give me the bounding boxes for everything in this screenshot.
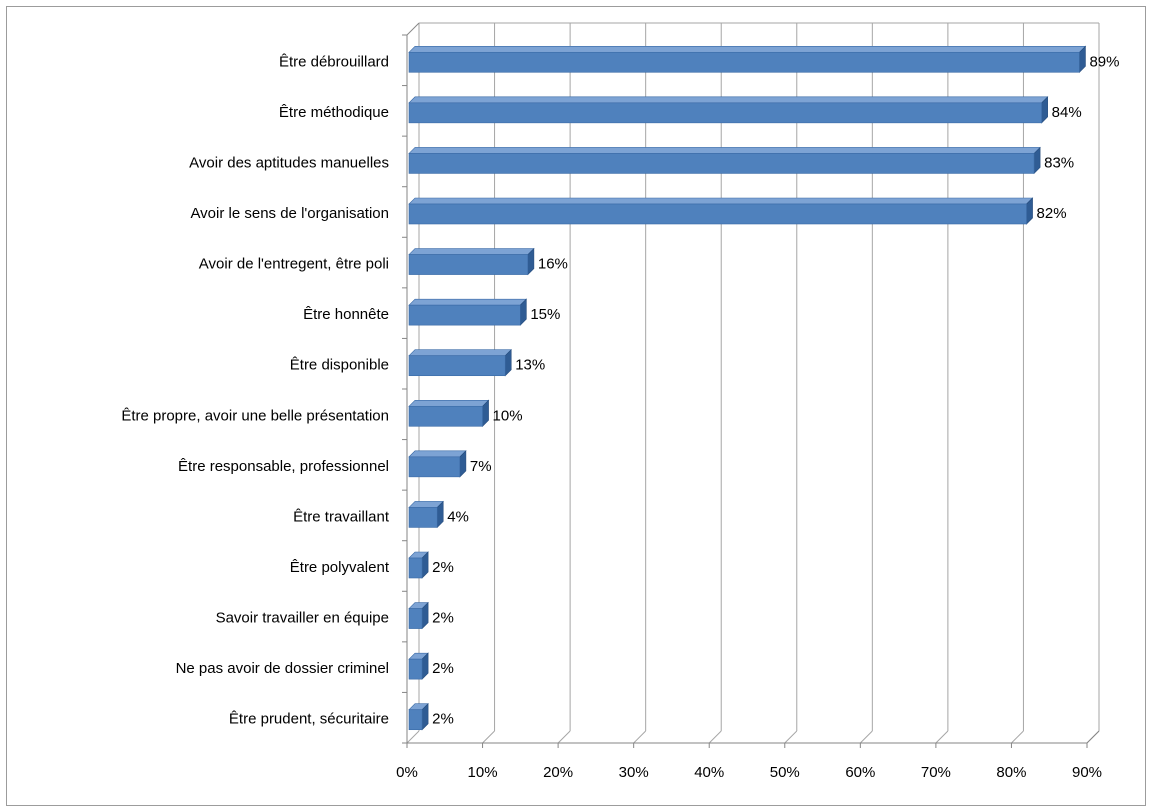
data-label: 4% bbox=[447, 508, 469, 525]
bar-etre-travaillant bbox=[408, 500, 444, 529]
floor-gridline bbox=[482, 730, 495, 744]
bar-etre-methodique bbox=[408, 96, 1049, 124]
category-label: Être responsable, professionnel bbox=[178, 458, 389, 475]
category-label: Être méthodique bbox=[279, 104, 389, 121]
bar-avoir-le-sens-de-l-organisation bbox=[408, 197, 1034, 225]
bar-chart: 0% 10% 20% 30% 40% 50% 60% 70% 80% 90% Être débro… bbox=[121, 22, 1119, 781]
floor-gridline bbox=[935, 730, 949, 744]
data-label: 10% bbox=[493, 407, 523, 424]
bar-front-face bbox=[408, 456, 461, 478]
bar-top-face bbox=[408, 197, 1034, 205]
bar-front-face bbox=[408, 102, 1042, 124]
x-tick-label: 90% bbox=[1072, 764, 1102, 781]
x-axis-depth bbox=[1086, 730, 1100, 744]
category-label: Être polyvalent bbox=[290, 559, 390, 576]
bar-ne-pas-avoir-de-dossier-criminel bbox=[408, 652, 429, 680]
bar-front-face bbox=[408, 507, 438, 528]
category-label: Être propre, avoir une belle présentatio… bbox=[121, 407, 389, 424]
x-tick-label: 0% bbox=[396, 764, 418, 781]
x-tick-label: 30% bbox=[619, 764, 649, 781]
bar-avoir-de-l-entregent-etre-poli bbox=[408, 247, 535, 276]
bar-front-face bbox=[408, 658, 423, 680]
data-label: 2% bbox=[432, 711, 454, 728]
data-label: 84% bbox=[1052, 104, 1082, 121]
data-label: 16% bbox=[538, 256, 568, 273]
x-tick-label: 10% bbox=[468, 764, 498, 781]
bar-top-face bbox=[408, 45, 1087, 53]
gridlines bbox=[406, 22, 1100, 744]
floor-gridline bbox=[1011, 730, 1024, 744]
bar-etre-polyvalent bbox=[408, 551, 429, 579]
bar-front-face bbox=[408, 608, 423, 629]
data-label: 7% bbox=[470, 458, 492, 475]
bar-front-face bbox=[408, 51, 1080, 73]
category-label: Être honnête bbox=[303, 306, 389, 323]
bar-top-face bbox=[408, 96, 1049, 104]
bar-top-face bbox=[408, 147, 1041, 154]
data-labels: 89% 84% 83% 82% 16% 15% 13% 10% 7% 4% 2% 2% 2% 2% bbox=[432, 53, 1119, 727]
x-tick-label: 50% bbox=[770, 764, 800, 781]
bar-front-face bbox=[408, 709, 423, 731]
x-tick-labels: 0% 10% 20% 30% 40% 50% 60% 70% 80% 90% bbox=[396, 764, 1102, 781]
bar-front-face bbox=[408, 304, 521, 326]
data-label: 2% bbox=[432, 660, 454, 677]
data-label: 2% bbox=[432, 559, 454, 576]
bar-etre-prudent-securitaire bbox=[408, 702, 429, 731]
floor-gridline bbox=[784, 730, 798, 744]
x-tick-label: 20% bbox=[543, 764, 573, 781]
bar-etre-honnete bbox=[408, 298, 528, 326]
x-tick-label: 60% bbox=[845, 764, 875, 781]
bar-front-face bbox=[408, 405, 483, 427]
floor-gridline bbox=[859, 730, 873, 744]
bar-front-face bbox=[408, 355, 506, 377]
category-label: Avoir de l'entregent, être poli bbox=[199, 256, 389, 273]
category-label: Être disponible bbox=[290, 357, 389, 374]
bar-top-face bbox=[408, 399, 490, 407]
category-label: Être prudent, sécuritaire bbox=[229, 711, 389, 728]
y-axis-depth bbox=[406, 22, 420, 36]
bar-savoir-travailler-en-equipe bbox=[408, 601, 429, 630]
category-label: Avoir des aptitudes manuelles bbox=[189, 154, 389, 171]
category-label: Être travaillant bbox=[293, 508, 390, 525]
x-tick-label: 70% bbox=[921, 764, 951, 781]
data-label: 13% bbox=[515, 357, 545, 374]
floor-gridline bbox=[633, 730, 647, 744]
bars bbox=[408, 45, 1087, 731]
x-tick-label: 40% bbox=[694, 764, 724, 781]
bar-top-face bbox=[408, 450, 467, 458]
chart-frame: 0% 10% 20% 30% 40% 50% 60% 70% 80% 90% Être débro… bbox=[6, 6, 1146, 806]
bar-etre-propre-avoir-une-belle-presentation bbox=[408, 399, 490, 428]
bar-front-face bbox=[408, 254, 529, 275]
category-label: Avoir le sens de l'organisation bbox=[190, 205, 389, 222]
category-label: Ne pas avoir de dossier criminel bbox=[176, 660, 389, 677]
x-tick-label: 80% bbox=[996, 764, 1026, 781]
bar-top-face bbox=[408, 248, 535, 255]
bar-front-face bbox=[408, 557, 423, 579]
data-label: 89% bbox=[1089, 53, 1119, 70]
floor-gridline bbox=[406, 730, 420, 744]
data-label: 2% bbox=[432, 610, 454, 627]
bar-etre-disponible bbox=[408, 348, 512, 377]
floor-gridline bbox=[708, 730, 722, 744]
axes bbox=[402, 22, 1100, 748]
floor-gridline bbox=[557, 730, 571, 744]
category-labels: Être débrouillard Être méthodique Avoir de… bbox=[121, 53, 390, 727]
bar-front-face bbox=[408, 153, 1035, 174]
bar-top-face bbox=[408, 298, 528, 306]
data-label: 15% bbox=[530, 306, 560, 323]
bar-etre-responsable-professionnel bbox=[408, 450, 467, 478]
bar-etre-debrouillard bbox=[408, 45, 1087, 74]
category-label: Être débrouillard bbox=[279, 53, 389, 70]
bar-front-face bbox=[408, 203, 1027, 225]
category-label: Savoir travailler en équipe bbox=[216, 610, 389, 627]
bar-avoir-des-aptitudes-manuelles bbox=[408, 146, 1041, 175]
data-label: 83% bbox=[1044, 154, 1074, 171]
data-label: 82% bbox=[1037, 205, 1067, 222]
bar-top-face bbox=[408, 349, 512, 357]
